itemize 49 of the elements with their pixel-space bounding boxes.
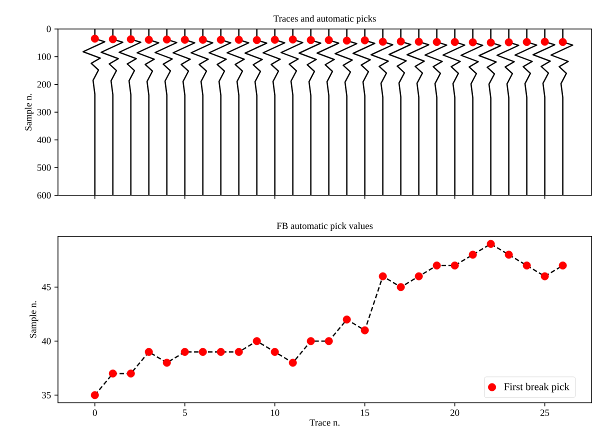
point	[126, 370, 135, 378]
point	[162, 358, 171, 367]
y-tick-label: 40	[42, 338, 51, 344]
y-axis-title: Sample n.	[24, 94, 34, 131]
y-tick-label: 400	[37, 136, 51, 144]
y-tick-label: 500	[37, 164, 51, 171]
y-tick-label: 100	[38, 54, 51, 60]
y-tick-label: 300	[37, 109, 51, 116]
chart-title: FB automatic pick values	[276, 222, 373, 232]
x-tick-label: 0	[92, 410, 97, 416]
y-axis-title: Sample n.	[30, 301, 38, 338]
y-tick-label: 35	[42, 392, 51, 398]
x-tick-label: 20	[450, 410, 460, 416]
y-tick-label: 200	[37, 81, 51, 88]
point	[486, 240, 495, 248]
point	[378, 272, 387, 280]
x-tick-label: 10	[270, 410, 280, 416]
x-tick-label: 15	[360, 410, 370, 416]
point	[360, 326, 369, 334]
point	[324, 337, 333, 346]
point	[288, 358, 297, 367]
point	[306, 337, 315, 346]
y-tick-label: 0	[46, 26, 51, 32]
point	[216, 348, 225, 356]
point	[414, 272, 423, 280]
point	[432, 262, 441, 270]
point	[252, 337, 261, 346]
point	[234, 348, 243, 356]
point	[540, 272, 549, 280]
x-axis-title: Trace n.	[310, 420, 340, 426]
point	[558, 262, 567, 270]
legend-label: First break pick	[504, 383, 570, 393]
x-tick-label: 25	[540, 410, 550, 416]
y-tick-label: 600	[37, 192, 51, 199]
point	[90, 391, 99, 400]
chart-title: Traces and automatic picks	[274, 15, 376, 24]
point	[504, 250, 513, 259]
point	[180, 348, 189, 356]
point	[198, 348, 207, 356]
y-tick-label: 45	[42, 284, 51, 290]
point	[468, 250, 477, 259]
x-tick-label: 5	[183, 410, 187, 416]
point	[144, 348, 153, 356]
point	[108, 370, 117, 378]
point	[270, 348, 279, 356]
point	[450, 262, 459, 270]
point	[396, 283, 405, 292]
point	[342, 316, 351, 324]
point	[522, 262, 531, 270]
